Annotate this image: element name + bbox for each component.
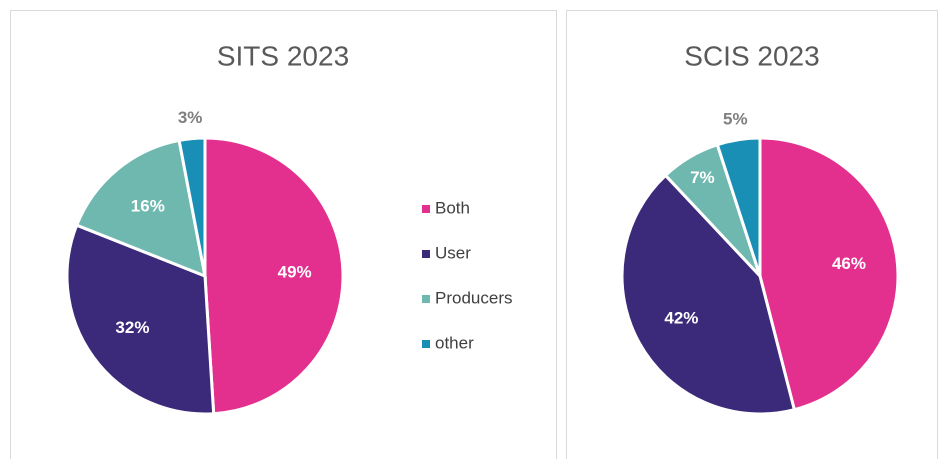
legend-label: User [435,243,471,262]
pie-slice [203,136,345,416]
data-label: 32% [115,318,149,337]
legend-swatch [422,205,430,213]
legend-label: Both [435,198,470,217]
pie-slice [620,173,797,416]
data-label: 46% [832,254,866,273]
pie-slice [74,138,207,279]
legend-label: Producers [435,288,512,307]
legend-swatch [422,295,430,303]
pie-slice [65,223,216,416]
data-label: 42% [664,309,698,328]
data-label: 7% [690,168,715,187]
data-label: 3% [178,108,203,127]
chart-title: SCIS 2023 [684,40,819,71]
pie-slice [177,136,207,277]
data-label: 16% [131,196,165,215]
data-label: 49% [278,263,312,282]
legend-swatch [422,340,430,348]
legend-label: other [435,333,474,352]
data-label: 5% [723,109,748,128]
pie-slice [758,136,900,412]
legend-swatch [422,250,430,258]
pie-slice [715,136,762,277]
chart-title: SITS 2023 [217,40,349,71]
